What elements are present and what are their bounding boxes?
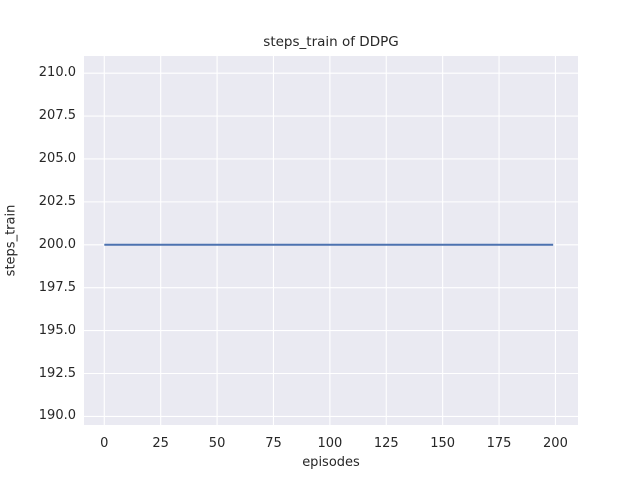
y-tick-label: 202.5 [38, 193, 76, 209]
x-tick-label: 100 [317, 436, 343, 451]
x-tick-label: 150 [430, 436, 456, 451]
y-tick-label: 200.0 [38, 236, 76, 252]
y-tick-label: 192.5 [38, 365, 76, 381]
x-tick-label: 0 [100, 436, 109, 451]
plot-svg [84, 56, 578, 425]
x-tick-label: 75 [265, 436, 282, 451]
y-tick-label: 205.0 [38, 150, 76, 166]
y-tick-label: 197.5 [38, 279, 76, 295]
plot-background [84, 56, 578, 425]
y-tick-label: 190.0 [38, 408, 76, 424]
x-tick-label: 200 [543, 436, 568, 451]
x-tick-label: 50 [208, 436, 226, 451]
plot-area [84, 56, 578, 425]
chart-title: steps_train of DDPG [263, 34, 399, 50]
x-tick-label: 25 [152, 436, 169, 451]
x-tick-label: 125 [373, 436, 399, 451]
y-tick-label: 195.0 [38, 322, 76, 338]
y-tick-label: 210.0 [38, 65, 76, 81]
y-tick-label: 207.5 [38, 108, 76, 124]
x-tick-label: 175 [486, 436, 512, 451]
x-axis-label: episodes [302, 455, 360, 470]
